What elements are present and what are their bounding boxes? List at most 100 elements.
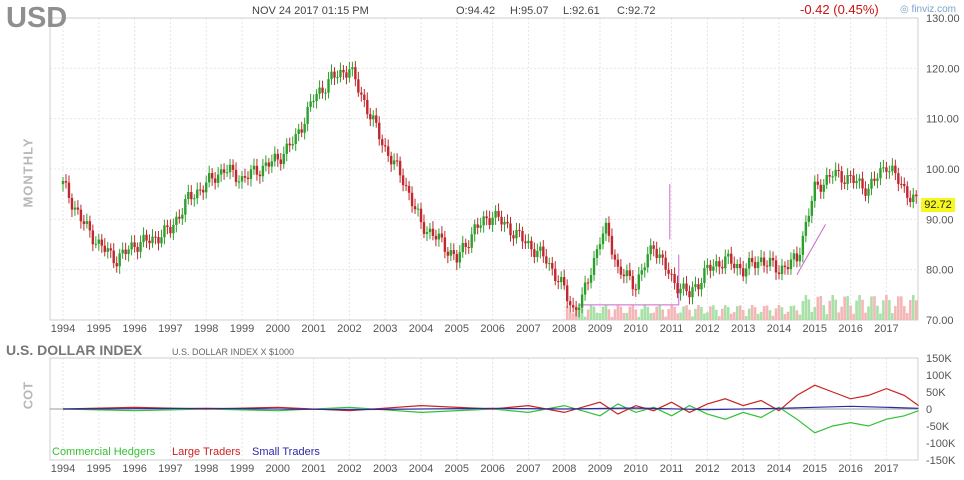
candle-body: [864, 188, 867, 196]
cot-y-tick-label: -100K: [926, 438, 956, 450]
candle-body: [900, 183, 903, 185]
candle-body: [461, 242, 464, 253]
candle-body: [437, 233, 441, 240]
x-tick-label: 2009: [588, 463, 612, 475]
candle-body: [342, 69, 345, 73]
candle-body: [443, 237, 447, 252]
candle-body: [655, 248, 658, 259]
volume-bar: [661, 309, 664, 320]
candle-body: [169, 227, 172, 234]
candle-body: [500, 216, 503, 225]
candle-body: [721, 266, 724, 269]
candle-body: [554, 268, 557, 282]
candle-body: [115, 263, 118, 267]
candle-body: [285, 143, 288, 154]
volume-bar: [718, 316, 721, 320]
x-tick-label: 2012: [695, 463, 719, 475]
main-plot-frame: [49, 17, 919, 321]
candle-body: [330, 71, 333, 80]
candle-body: [455, 254, 458, 263]
volume-bar: [831, 295, 834, 320]
candle-body: [622, 274, 626, 277]
candle-body: [82, 221, 86, 224]
volume-bar: [735, 306, 739, 320]
candle-body: [309, 101, 312, 107]
x-tick-label: 1994: [51, 463, 75, 475]
candle-body: [88, 221, 92, 231]
volume-bar: [738, 305, 742, 320]
candle-body: [255, 165, 259, 175]
cot-y-tick-label: 100K: [926, 370, 952, 382]
volume-bar: [855, 300, 858, 320]
candle-body: [246, 177, 250, 179]
volume-bar: [765, 305, 769, 320]
candle-body: [783, 265, 787, 268]
candle-body: [357, 79, 360, 93]
legend-small-traders: Small Traders: [252, 446, 320, 458]
candle-body: [747, 257, 751, 269]
candle-body: [524, 241, 527, 244]
candle-body: [422, 222, 426, 234]
candle-body: [861, 178, 864, 189]
candle-body: [831, 176, 834, 178]
candle-body: [136, 247, 139, 252]
candle-body: [798, 254, 802, 262]
y-tick-label: 110.00: [926, 114, 959, 126]
candle-body: [303, 123, 306, 133]
candle-body: [395, 160, 399, 162]
candle-body: [216, 174, 220, 183]
volume-bar: [903, 306, 906, 320]
x-tick-label: 1995: [87, 463, 111, 475]
candle-body: [354, 67, 357, 80]
candle-body: [264, 162, 268, 166]
candle-body: [252, 165, 256, 170]
volume-bar: [685, 305, 688, 320]
instrument-subtitle: U.S. DOLLAR INDEX X $1000: [172, 347, 295, 357]
candle-body: [464, 242, 467, 247]
cot-lines: [62, 384, 919, 434]
candle-body: [109, 248, 112, 251]
candle-body: [392, 160, 396, 165]
volume-bar: [864, 312, 867, 320]
candle-body: [434, 235, 438, 240]
candle-body: [407, 185, 411, 193]
candle-body: [222, 169, 226, 173]
x-tick-label: 1998: [194, 323, 218, 335]
volume-bar: [822, 305, 826, 320]
candle-body: [458, 252, 461, 263]
volume-bar: [637, 316, 641, 320]
volume-bar: [908, 300, 912, 320]
candle-body: [381, 139, 384, 146]
volume-bar: [703, 313, 706, 320]
candle-body: [840, 171, 843, 183]
volume-bar: [840, 306, 843, 320]
volume-bar: [616, 305, 620, 320]
candle-body: [124, 249, 127, 255]
candle-body: [789, 259, 793, 270]
candle-body: [386, 146, 390, 156]
volume-bar: [679, 312, 682, 320]
candle-body: [207, 173, 211, 183]
candle-body: [112, 250, 115, 264]
candle-body: [324, 92, 327, 94]
volume-bar: [643, 305, 647, 320]
brand-link[interactable]: ◎ finviz.com: [900, 4, 956, 15]
volume-bar: [571, 313, 575, 320]
volume-bar: [825, 314, 829, 320]
candle-body: [744, 268, 748, 277]
candle-body: [533, 249, 536, 258]
candle-body: [688, 291, 691, 298]
volume-bar: [700, 306, 703, 320]
candle-body: [315, 93, 318, 102]
candle-body: [786, 267, 790, 270]
candle-body: [228, 164, 232, 173]
candle-body: [470, 234, 473, 248]
candle-body: [190, 192, 193, 200]
volume-bar: [688, 309, 691, 320]
volume-bar: [870, 296, 873, 320]
volume-bar: [804, 295, 808, 320]
candle-body: [130, 242, 133, 250]
candle-body: [551, 263, 554, 269]
volume-bar: [753, 307, 757, 320]
timestamp: NOV 24 2017 01:15 PM: [252, 5, 369, 17]
